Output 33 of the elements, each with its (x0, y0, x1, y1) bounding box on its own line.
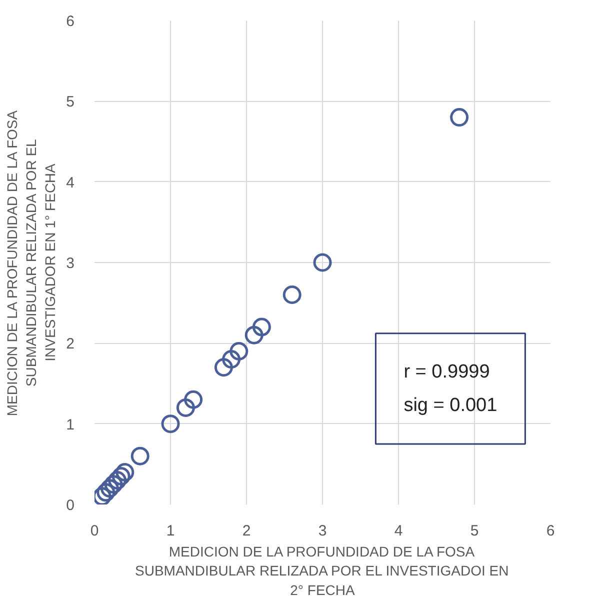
y-tick-label: 6 (66, 13, 74, 30)
point (130, 446, 150, 466)
point (244, 326, 264, 344)
y-axis-title: MEDICION DE LA PROFUNDIDAD DE LA FOSA SUBMANDIBULAR RELIZADA POR EL INVESTIGADOR EN 1° FECHA (4, 110, 58, 416)
x-tick-label: 1 (166, 522, 175, 540)
point (176, 398, 195, 417)
y-tick-label: 2 (66, 336, 74, 353)
y-tick-label: 5 (66, 94, 74, 111)
point (112, 467, 130, 486)
x-tick-label: 3 (318, 522, 327, 540)
annotation: sig = 0.001 (404, 395, 498, 416)
point (252, 318, 271, 336)
y-tick-label: 3 (66, 255, 74, 272)
x-axis-title: MEDICION DE LA PROFUNDIDAD DE LA FOSA SUBMANDIBULAR RELIZADA POR EL INVESTIGADOI EN 2° FECHA (135, 544, 509, 598)
point (230, 342, 248, 360)
point (450, 108, 469, 127)
point (96, 483, 116, 502)
x-tick-label: 5 (470, 522, 479, 540)
point (282, 286, 302, 304)
x-tick-label: 0 (90, 522, 99, 540)
point (161, 414, 180, 434)
annotation: r = 0.9999 (404, 361, 490, 382)
point (116, 463, 134, 482)
point (214, 358, 233, 377)
x-tick-label: 4 (394, 522, 403, 540)
y-tick-label: 0 (66, 497, 74, 514)
point (184, 390, 203, 409)
point (313, 253, 332, 272)
x-tick-label: 6 (546, 522, 555, 540)
point (222, 350, 241, 369)
x-tick-label: 2 (242, 522, 251, 540)
y-tick-label: 1 (66, 416, 74, 434)
y-tick-label: 4 (66, 174, 74, 192)
